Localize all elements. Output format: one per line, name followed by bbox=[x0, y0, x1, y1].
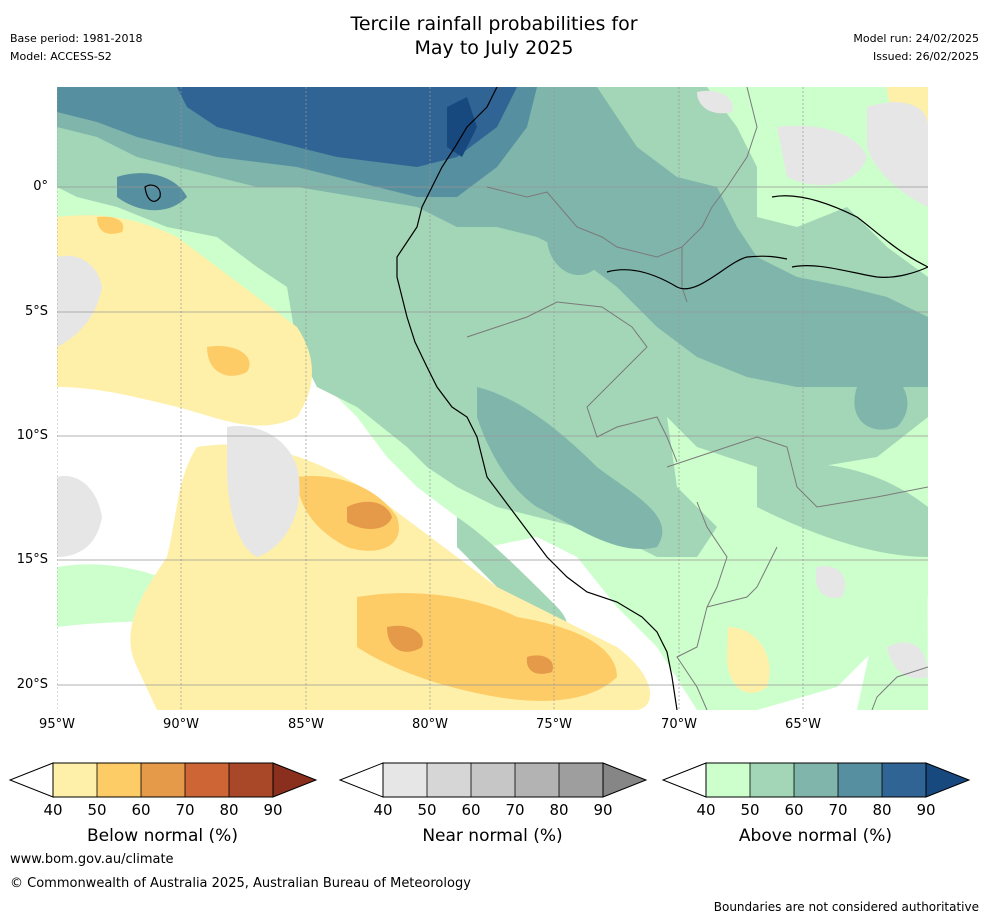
graticule bbox=[57, 87, 928, 710]
below-normal-bin-70-80 bbox=[185, 763, 229, 797]
near-normal-bin-80-90 bbox=[559, 763, 603, 797]
below-normal-title: Below normal (%) bbox=[87, 826, 238, 846]
below-tick-50: 50 bbox=[87, 801, 107, 819]
lon-label-80w: 80°W bbox=[412, 717, 448, 732]
above-normal-under-triangle bbox=[661, 762, 707, 798]
below-tick-70: 70 bbox=[175, 801, 195, 819]
near-normal-title: Near normal (%) bbox=[422, 826, 563, 846]
near-normal-bin-70-80 bbox=[515, 763, 559, 797]
lon-label-75w: 75°W bbox=[536, 717, 572, 732]
below-normal-colorbar bbox=[8, 762, 318, 798]
map-title: Tercile rainfall probabilities for May t… bbox=[0, 12, 988, 60]
below-normal-bin-40-50 bbox=[53, 763, 97, 797]
lon-label-85w: 85°W bbox=[288, 717, 324, 732]
lat-label-10s: 10°S bbox=[16, 428, 48, 443]
lat-label-5s: 5°S bbox=[24, 304, 48, 319]
above-normal-title: Above normal (%) bbox=[738, 826, 893, 846]
model-text: Model: ACCESS-S2 bbox=[10, 50, 112, 63]
near-normal-bin-40-50 bbox=[383, 763, 427, 797]
below-tick-80: 80 bbox=[219, 801, 239, 819]
lon-label-90w: 90°W bbox=[163, 717, 199, 732]
coastline bbox=[144, 87, 928, 710]
above-normal-colorbar bbox=[661, 762, 971, 798]
lon-label-70w: 70°W bbox=[661, 717, 697, 732]
lat-label-15s: 15°S bbox=[16, 552, 48, 567]
model-run-text: Model run: 24/02/2025 bbox=[853, 32, 979, 45]
rainfall-probability-map bbox=[57, 87, 928, 710]
above-tick-80: 80 bbox=[872, 801, 892, 819]
below-tick-90: 90 bbox=[263, 801, 283, 819]
issued-text: Issued: 26/02/2025 bbox=[872, 50, 979, 63]
below-normal-60-70-region bbox=[347, 501, 553, 674]
above-normal-80-90-region bbox=[177, 87, 517, 167]
base-period-text: Base period: 1981-2018 bbox=[10, 32, 143, 45]
near-tick-70: 70 bbox=[505, 801, 525, 819]
lon-label-65w: 65°W bbox=[785, 717, 821, 732]
near-normal-under-triangle bbox=[338, 762, 384, 798]
near-tick-90: 90 bbox=[593, 801, 613, 819]
near-tick-50: 50 bbox=[417, 801, 437, 819]
above-tick-50: 50 bbox=[740, 801, 760, 819]
country-borders bbox=[466, 87, 928, 710]
lat-label-0: 0° bbox=[33, 179, 48, 194]
below-tick-60: 60 bbox=[131, 801, 151, 819]
above-normal-bin-80-90 bbox=[882, 763, 926, 797]
above-normal-bin-70-80 bbox=[838, 763, 882, 797]
website-link[interactable]: www.bom.gov.au/climate bbox=[10, 852, 174, 867]
above-normal-over-triangle bbox=[925, 762, 971, 798]
below-normal-under-triangle bbox=[8, 762, 54, 798]
near-normal-colorbar bbox=[338, 762, 648, 798]
above-normal-90-plus-region bbox=[447, 97, 477, 157]
below-normal-bin-50-60 bbox=[97, 763, 141, 797]
lat-label-20s: 20°S bbox=[16, 677, 48, 692]
above-tick-40: 40 bbox=[696, 801, 716, 819]
below-normal-over-triangle bbox=[272, 762, 318, 798]
below-normal-bin-80-90 bbox=[229, 763, 273, 797]
title-line-1: Tercile rainfall probabilities for bbox=[350, 13, 638, 35]
near-tick-40: 40 bbox=[373, 801, 393, 819]
above-normal-bin-40-50 bbox=[706, 763, 750, 797]
near-normal-40-50-region bbox=[57, 90, 928, 679]
above-tick-60: 60 bbox=[784, 801, 804, 819]
boundaries-disclaimer: Boundaries are not considered authoritat… bbox=[713, 900, 979, 914]
copyright-text: © Commonwealth of Australia 2025, Austra… bbox=[10, 876, 471, 891]
above-normal-bin-60-70 bbox=[794, 763, 838, 797]
above-tick-70: 70 bbox=[828, 801, 848, 819]
near-tick-80: 80 bbox=[549, 801, 569, 819]
near-tick-60: 60 bbox=[461, 801, 481, 819]
below-tick-40: 40 bbox=[43, 801, 63, 819]
below-normal-bin-60-70 bbox=[141, 763, 185, 797]
above-normal-bin-50-60 bbox=[750, 763, 794, 797]
near-normal-over-triangle bbox=[602, 762, 648, 798]
above-tick-90: 90 bbox=[916, 801, 936, 819]
near-normal-bin-60-70 bbox=[471, 763, 515, 797]
near-normal-bin-50-60 bbox=[427, 763, 471, 797]
lon-label-95w: 95°W bbox=[39, 717, 75, 732]
title-line-2: May to July 2025 bbox=[414, 37, 574, 59]
